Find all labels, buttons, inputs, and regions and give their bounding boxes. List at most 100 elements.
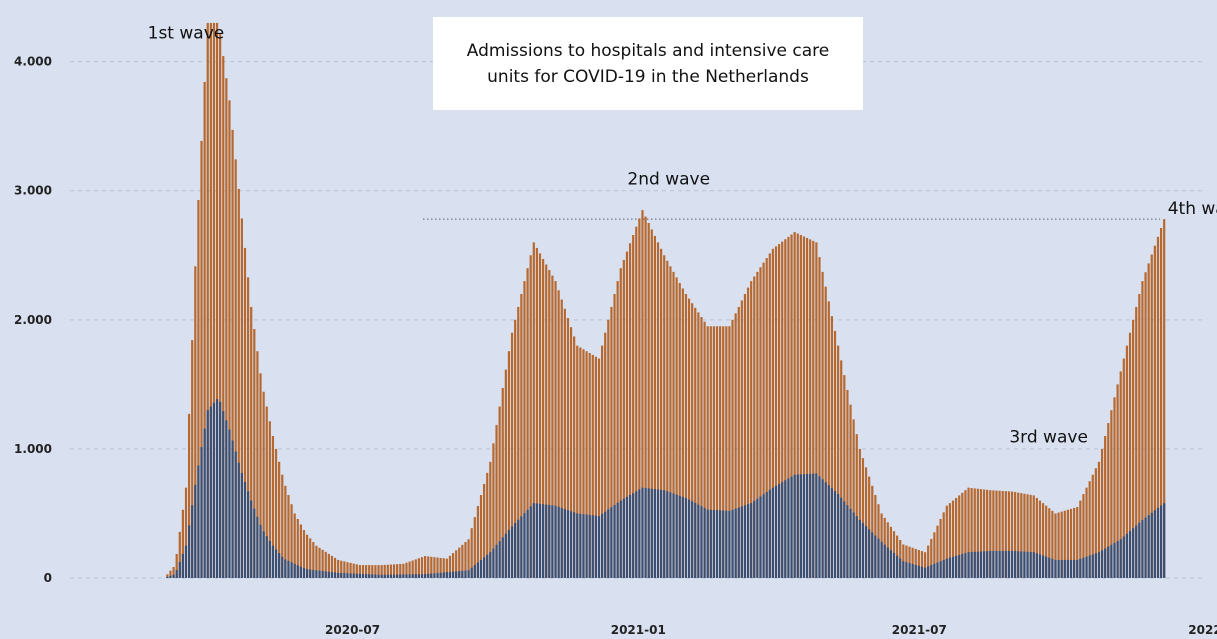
bar-icu-admissions bbox=[709, 509, 712, 578]
bar-icu-admissions bbox=[833, 491, 837, 578]
bar-total-admissions bbox=[588, 353, 591, 578]
bar-total-admissions bbox=[796, 233, 799, 578]
bar-total-admissions bbox=[1132, 319, 1135, 578]
bar-total-admissions bbox=[709, 326, 712, 578]
bar-total-admissions bbox=[200, 140, 203, 578]
bar-icu-admissions bbox=[970, 551, 973, 578]
bar-icu-admissions bbox=[194, 484, 197, 578]
bar-icu-admissions bbox=[197, 465, 200, 578]
bar-icu-admissions bbox=[889, 550, 893, 578]
bar-total-admissions bbox=[1147, 263, 1150, 578]
bar-icu-admissions bbox=[594, 515, 598, 578]
bar-total-admissions bbox=[321, 549, 324, 578]
bar-icu-admissions bbox=[181, 553, 184, 578]
bar-total-admissions bbox=[746, 287, 750, 578]
bar-total-admissions bbox=[228, 100, 231, 578]
bar-icu-admissions bbox=[861, 523, 865, 578]
bar-icu-admissions bbox=[1144, 517, 1147, 578]
bar-icu-admissions bbox=[368, 574, 371, 578]
bar-icu-admissions bbox=[951, 556, 955, 578]
bar-total-admissions bbox=[914, 548, 917, 578]
bar-total-admissions bbox=[1017, 492, 1020, 578]
bar-total-admissions bbox=[1091, 474, 1094, 578]
bar-icu-admissions bbox=[529, 506, 532, 578]
bar-icu-admissions bbox=[343, 573, 346, 578]
bar-total-admissions bbox=[1066, 509, 1070, 578]
bar-total-admissions bbox=[793, 232, 796, 578]
bar-total-admissions bbox=[355, 564, 358, 578]
bar-icu-admissions bbox=[917, 565, 920, 578]
bar-total-admissions bbox=[396, 564, 399, 578]
bar-icu-admissions bbox=[392, 574, 396, 578]
bar-total-admissions bbox=[964, 490, 967, 578]
bar-total-admissions bbox=[411, 560, 414, 578]
bar-total-admissions bbox=[234, 159, 237, 578]
bar-icu-admissions bbox=[250, 500, 253, 578]
bar-total-admissions bbox=[753, 276, 756, 578]
bar-icu-admissions bbox=[1023, 551, 1026, 578]
bar-total-admissions bbox=[259, 373, 262, 578]
bar-icu-admissions bbox=[914, 564, 917, 578]
bar-icu-admissions bbox=[663, 490, 666, 578]
bar-total-admissions bbox=[1048, 508, 1051, 578]
bar-total-admissions bbox=[566, 317, 570, 578]
bar-icu-admissions bbox=[613, 504, 616, 578]
bar-icu-admissions bbox=[569, 511, 573, 578]
bar-icu-admissions bbox=[585, 514, 588, 578]
bar-total-admissions bbox=[442, 558, 445, 578]
bar-icu-admissions bbox=[191, 505, 194, 578]
bar-icu-admissions bbox=[324, 571, 327, 578]
bar-icu-admissions bbox=[405, 574, 408, 578]
bar-total-admissions bbox=[622, 259, 625, 578]
bar-total-admissions bbox=[514, 319, 517, 578]
bar-total-admissions bbox=[569, 327, 573, 578]
bar-icu-admissions bbox=[706, 509, 709, 578]
bar-total-admissions bbox=[427, 556, 430, 578]
bar-icu-admissions bbox=[1128, 530, 1132, 578]
bar-icu-admissions bbox=[858, 519, 861, 578]
bar-total-admissions bbox=[517, 306, 520, 578]
bar-icu-admissions bbox=[352, 573, 355, 578]
bar-total-admissions bbox=[650, 229, 653, 579]
bar-icu-admissions bbox=[172, 574, 175, 578]
bar-icu-admissions bbox=[486, 554, 489, 578]
bar-icu-admissions bbox=[933, 563, 936, 578]
bar-icu-admissions bbox=[601, 513, 604, 578]
bar-total-admissions bbox=[1026, 494, 1029, 578]
bar-icu-admissions bbox=[349, 573, 352, 578]
bar-total-admissions bbox=[979, 489, 983, 578]
bar-total-admissions bbox=[1004, 491, 1007, 578]
bar-total-admissions bbox=[358, 565, 361, 578]
bar-total-admissions bbox=[1156, 236, 1160, 578]
bar-icu-admissions bbox=[982, 551, 986, 578]
bar-total-admissions bbox=[231, 129, 234, 579]
bar-total-admissions bbox=[1144, 272, 1147, 578]
bar-icu-admissions bbox=[843, 501, 846, 578]
bar-icu-admissions bbox=[1014, 551, 1017, 578]
bar-total-admissions bbox=[1045, 505, 1048, 578]
bar-total-admissions bbox=[790, 234, 793, 578]
bar-total-admissions bbox=[420, 557, 424, 578]
bar-icu-admissions bbox=[1100, 550, 1104, 578]
bar-icu-admissions bbox=[1150, 512, 1153, 578]
bar-total-admissions bbox=[483, 483, 486, 578]
bar-icu-admissions bbox=[855, 516, 858, 578]
bar-total-admissions bbox=[601, 345, 604, 578]
bar-total-admissions bbox=[784, 239, 787, 578]
bar-icu-admissions bbox=[1029, 551, 1032, 578]
bar-total-admissions bbox=[439, 557, 442, 578]
bar-icu-admissions bbox=[753, 500, 756, 578]
bar-total-admissions bbox=[302, 530, 306, 578]
bar-total-admissions bbox=[1007, 491, 1011, 578]
bar-icu-admissions bbox=[731, 509, 734, 578]
bar-icu-admissions bbox=[228, 429, 231, 578]
bar-icu-admissions bbox=[306, 569, 309, 578]
bar-total-admissions bbox=[315, 545, 318, 578]
bar-icu-admissions bbox=[225, 420, 228, 578]
bar-icu-admissions bbox=[830, 488, 834, 578]
bar-icu-admissions bbox=[188, 525, 191, 578]
bar-total-admissions bbox=[265, 406, 268, 578]
bar-total-admissions bbox=[554, 281, 557, 578]
bar-total-admissions bbox=[927, 545, 930, 578]
bar-total-admissions bbox=[498, 406, 501, 578]
